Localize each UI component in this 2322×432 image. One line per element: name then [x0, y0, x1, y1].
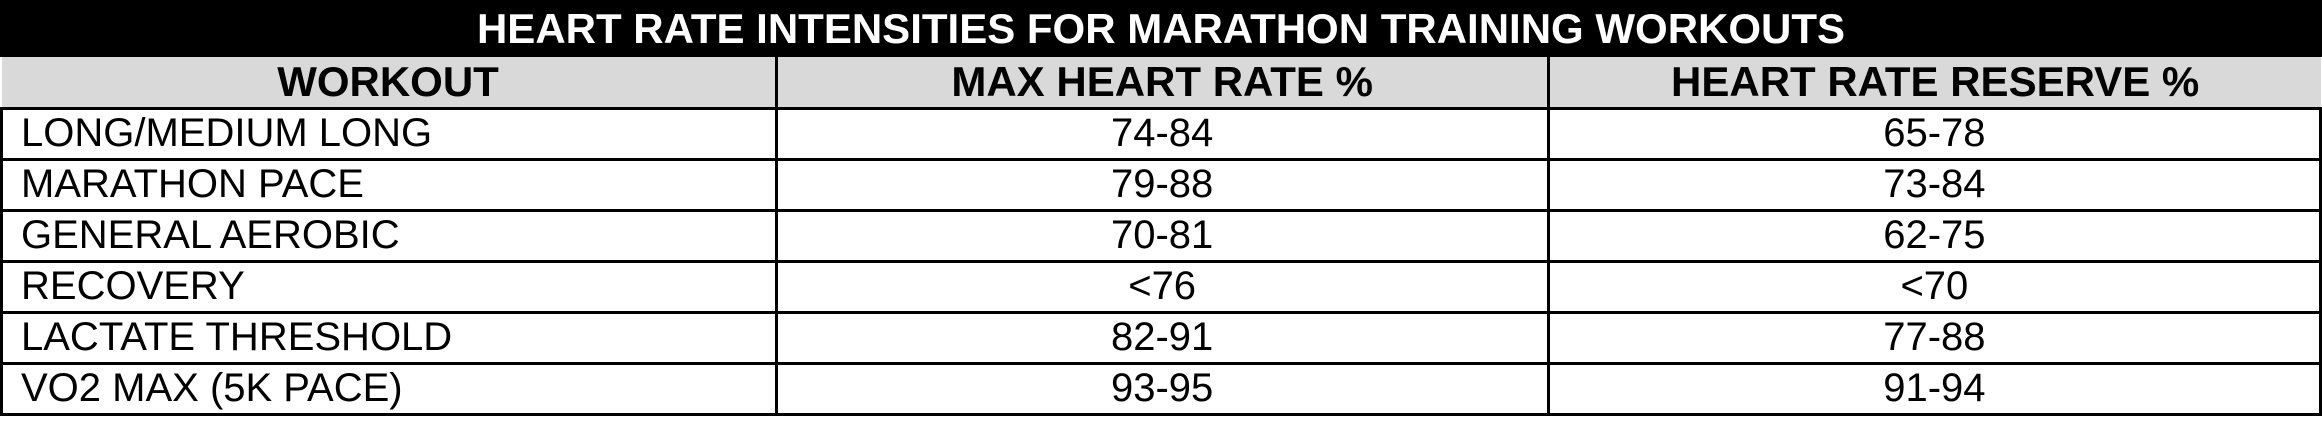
workout-cell: VO2 MAX (5K PACE) [0, 361, 778, 416]
header-row: WORKOUT MAX HEART RATE % HEART RATE RESE… [1, 57, 2321, 110]
column-header-heart-rate-reserve: HEART RATE RESERVE % [1546, 57, 2321, 110]
hrr-cell: 73-84 [1546, 157, 2322, 212]
hrr-cell: <70 [1546, 259, 2322, 314]
table-row: LACTATE THRESHOLD 82-91 77-88 [0, 310, 2322, 365]
table-row: MARATHON PACE 79-88 73-84 [0, 157, 2322, 212]
workout-cell: RECOVERY [0, 259, 778, 314]
hrr-cell: 65-78 [1546, 106, 2322, 161]
workout-cell: GENERAL AEROBIC [0, 208, 778, 263]
column-header-max-heart-rate: MAX HEART RATE % [774, 57, 1550, 110]
max-hr-cell: 74-84 [774, 106, 1550, 161]
workout-cell: LACTATE THRESHOLD [0, 310, 778, 365]
table-row: GENERAL AEROBIC 70-81 62-75 [0, 208, 2322, 263]
hrr-cell: 91-94 [1546, 361, 2322, 416]
workout-cell: LONG/MEDIUM LONG [0, 106, 778, 161]
max-hr-cell: 93-95 [774, 361, 1550, 416]
table-row: RECOVERY <76 <70 [0, 259, 2322, 314]
hrr-cell: 62-75 [1546, 208, 2322, 263]
heart-rate-table: WORKOUT MAX HEART RATE % HEART RATE RESE… [0, 57, 2322, 416]
table-row: LONG/MEDIUM LONG 74-84 65-78 [0, 106, 2322, 161]
column-header-workout: WORKOUT [1, 57, 778, 110]
max-hr-cell: 79-88 [774, 157, 1550, 212]
hrr-cell: 77-88 [1546, 310, 2322, 365]
max-hr-cell: <76 [774, 259, 1550, 314]
table-row: VO2 MAX (5K PACE) 93-95 91-94 [0, 361, 2322, 416]
workout-cell: MARATHON PACE [0, 157, 778, 212]
table-title: HEART RATE INTENSITIES FOR MARATHON TRAI… [0, 0, 2322, 57]
max-hr-cell: 82-91 [774, 310, 1550, 365]
max-hr-cell: 70-81 [774, 208, 1550, 263]
